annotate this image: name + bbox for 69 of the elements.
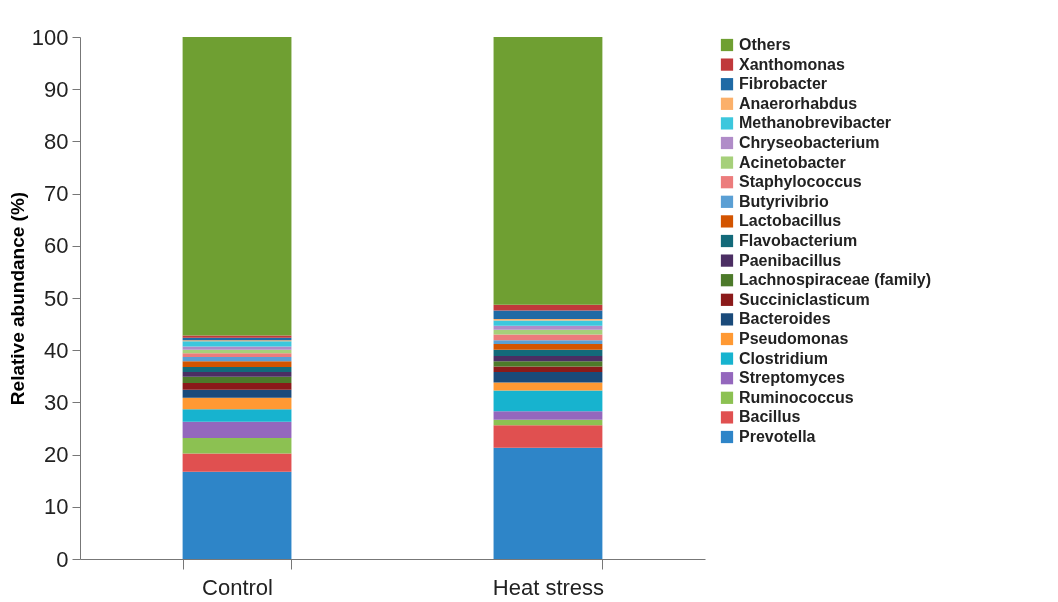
legend-label: Staphylococcus — [739, 173, 862, 191]
bar — [182, 383, 292, 390]
bar — [493, 37, 603, 305]
x-tick-label: Control — [202, 574, 273, 600]
bar — [493, 329, 603, 335]
legend-label: Pseudomonas — [739, 330, 849, 347]
y-tick-label: 80 — [44, 128, 69, 154]
bar — [182, 366, 292, 373]
bar — [182, 421, 292, 438]
legend-label: Chryseobacterium — [739, 134, 880, 151]
bar — [493, 349, 603, 356]
bar — [493, 411, 603, 420]
y-tick-label: 100 — [31, 24, 69, 50]
bar — [182, 409, 292, 422]
legend-label: Anaerorhabdus — [739, 94, 858, 112]
y-tick-label: 50 — [44, 285, 69, 311]
bar — [493, 304, 603, 311]
bar — [493, 390, 603, 412]
legend-label: Bacteroides — [739, 310, 831, 328]
bar — [182, 356, 292, 362]
bar — [182, 346, 292, 350]
legend-label: Lachnospiraceae (family) — [739, 271, 932, 289]
bar — [493, 310, 603, 319]
bar — [182, 397, 292, 410]
y-tick-label: 10 — [44, 494, 69, 520]
legend-label: Methanobrevibacter — [739, 114, 892, 132]
legend-label: Xanthomonas — [739, 55, 845, 73]
bar — [493, 425, 603, 448]
legend-label: Others — [739, 36, 791, 53]
legend-label: Paenibacillus — [739, 251, 842, 269]
bar — [182, 353, 292, 357]
legend-label: Bacillus — [739, 408, 801, 426]
y-tick-label: 20 — [44, 442, 69, 468]
bar — [182, 453, 292, 472]
bar — [182, 376, 292, 384]
bar — [493, 320, 603, 326]
bar — [493, 325, 603, 330]
bar — [493, 343, 603, 350]
bar — [182, 389, 292, 398]
legend-label: Fibrobacter — [739, 75, 828, 93]
y-tick-label: 60 — [44, 233, 69, 259]
legend-label: Flavobacterium — [739, 232, 858, 249]
bar — [182, 37, 292, 336]
y-tick-label: 0 — [56, 546, 69, 572]
bar — [493, 447, 603, 559]
bar — [493, 355, 603, 362]
y-tick-label: 70 — [44, 181, 69, 207]
legend-label: Acinetobacter — [739, 153, 846, 171]
legend-label: Streptomyces — [739, 369, 845, 387]
bar — [493, 372, 603, 383]
bar — [182, 372, 292, 377]
legend-label: Prevotella — [739, 428, 816, 445]
bar — [493, 366, 603, 373]
y-tick-label: 40 — [44, 337, 69, 363]
bar — [182, 361, 292, 367]
bar — [182, 437, 292, 454]
bar — [182, 471, 292, 559]
bar — [493, 340, 603, 344]
legend-label: Lactobacillus — [739, 212, 842, 230]
y-axis-title: Relative abundance (%) — [6, 191, 28, 406]
y-tick-label: 30 — [44, 389, 69, 415]
legend-label: Clostridium — [739, 349, 828, 367]
legend-label: Succiniclasticum — [739, 290, 870, 308]
x-tick-label: Heat stress — [492, 574, 605, 600]
bar — [493, 361, 603, 367]
legend-label: Butyrivibrio — [739, 192, 830, 210]
y-tick-label: 90 — [44, 76, 69, 102]
bar — [182, 341, 292, 347]
legend-label: Ruminococcus — [739, 388, 854, 406]
